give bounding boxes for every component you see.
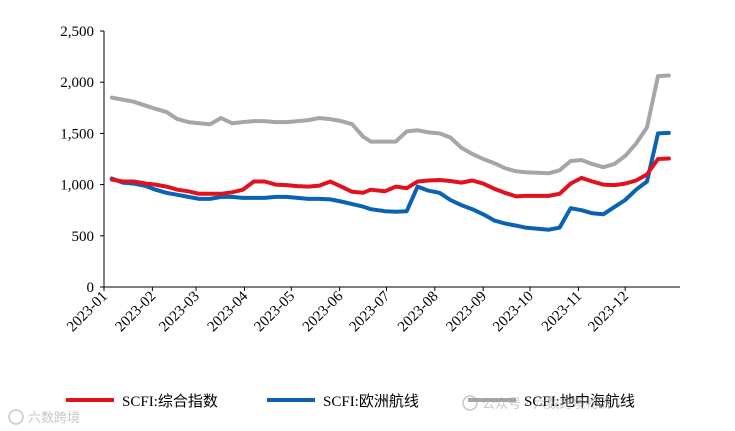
y-tick-label: 2,500: [60, 24, 94, 40]
y-tick-label: 1,500: [60, 126, 94, 142]
y-ticks: 2,500 2,000 1,500 1,000 500 0: [60, 24, 104, 296]
legend-label-composite: SCFI:综合指数: [122, 393, 218, 410]
watermarks: 六数跨境 公众号 · 六数跨境物流: [8, 395, 611, 426]
series-line-2: [109, 73, 671, 176]
watermark-wechat-icon: [462, 395, 478, 411]
x-tick-label: 2023-08: [395, 289, 442, 336]
x-tick-label: 2023-03: [156, 289, 203, 336]
y-tick-label: 500: [72, 229, 95, 245]
legend: SCFI:综合指数 SCFI:欧洲航线 SCFI:地中海航线: [66, 393, 635, 410]
x-tick-label: 2023-11: [539, 289, 585, 335]
series-line-0: [109, 156, 671, 199]
legend-item-composite: SCFI:综合指数: [66, 393, 218, 410]
x-tick-label: 2023-10: [490, 289, 537, 336]
legend-item-europe: SCFI:欧洲航线: [267, 393, 419, 410]
series-lines: [109, 73, 671, 232]
watermark-right: 公众号 · 六数跨境物流: [482, 397, 611, 412]
legend-label-europe: SCFI:欧洲航线: [323, 393, 419, 410]
y-tick-label: 2,000: [60, 75, 94, 91]
y-tick-label: 1,000: [60, 178, 94, 194]
x-tick-label: 2023-04: [205, 288, 252, 335]
y-tick-label: 0: [87, 280, 95, 296]
watermark-left: 六数跨境: [28, 411, 80, 426]
watermark-logo-icon: [8, 409, 24, 425]
x-tick-label: 2023-09: [443, 289, 490, 336]
series-line-1: [109, 130, 671, 232]
x-tick-label: 2023-02: [113, 289, 160, 336]
x-tick-label: 2023-07: [347, 288, 394, 335]
legend-label-mediterranean: SCFI:地中海航线: [524, 393, 635, 410]
x-tick-label: 2023-06: [300, 288, 347, 335]
x-tick-label: 2023-05: [251, 289, 298, 336]
axes: [103, 31, 680, 288]
x-tick-label: 2023-12: [585, 289, 632, 336]
